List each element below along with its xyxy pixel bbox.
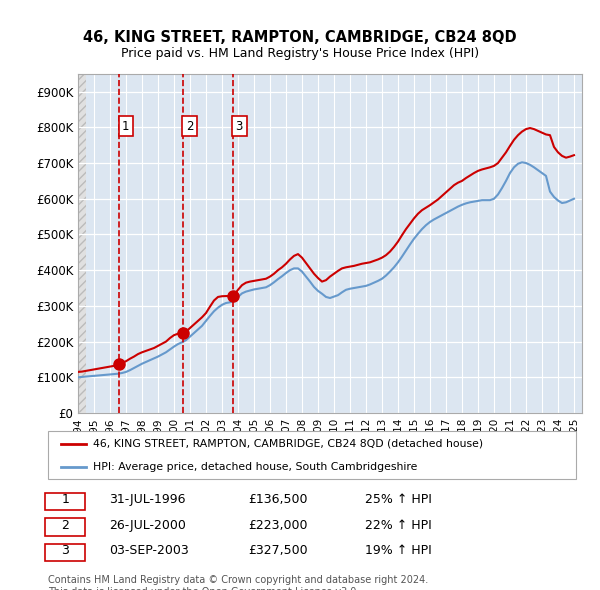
Text: 31-JUL-1996: 31-JUL-1996: [109, 493, 185, 506]
Text: £327,500: £327,500: [248, 545, 308, 558]
Bar: [78, 74, 86, 413]
Text: 46, KING STREET, RAMPTON, CAMBRIDGE, CB24 8QD (detached house): 46, KING STREET, RAMPTON, CAMBRIDGE, CB2…: [93, 439, 483, 449]
Text: 46, KING STREET, RAMPTON, CAMBRIDGE, CB24 8QD: 46, KING STREET, RAMPTON, CAMBRIDGE, CB2…: [83, 30, 517, 45]
Text: 3: 3: [61, 545, 70, 558]
Text: Contains HM Land Registry data © Crown copyright and database right 2024.
This d: Contains HM Land Registry data © Crown c…: [48, 575, 428, 590]
FancyBboxPatch shape: [46, 518, 85, 536]
Text: £136,500: £136,500: [248, 493, 308, 506]
Text: £223,000: £223,000: [248, 519, 308, 532]
FancyBboxPatch shape: [46, 544, 85, 561]
Text: 1: 1: [61, 493, 70, 506]
Text: HPI: Average price, detached house, South Cambridgeshire: HPI: Average price, detached house, Sout…: [93, 462, 417, 472]
Text: Price paid vs. HM Land Registry's House Price Index (HPI): Price paid vs. HM Land Registry's House …: [121, 47, 479, 60]
Text: 22% ↑ HPI: 22% ↑ HPI: [365, 519, 431, 532]
Text: 3: 3: [236, 120, 243, 133]
Text: 2: 2: [61, 519, 70, 532]
FancyBboxPatch shape: [46, 493, 85, 510]
Text: 25% ↑ HPI: 25% ↑ HPI: [365, 493, 431, 506]
Text: 2: 2: [186, 120, 194, 133]
Text: 26-JUL-2000: 26-JUL-2000: [109, 519, 185, 532]
Text: 19% ↑ HPI: 19% ↑ HPI: [365, 545, 431, 558]
Text: 1: 1: [122, 120, 130, 133]
Text: 03-SEP-2003: 03-SEP-2003: [109, 545, 188, 558]
FancyBboxPatch shape: [48, 431, 576, 479]
